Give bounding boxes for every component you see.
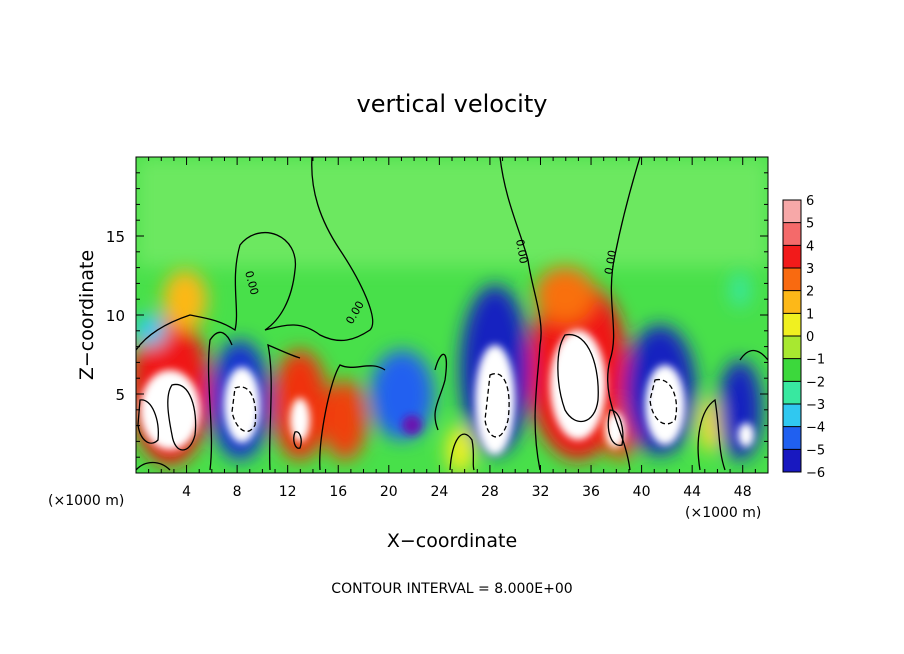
core-positive [290,398,310,442]
y-tick-label: 5 [115,386,125,404]
x-tick-label: 24 [430,484,448,500]
colorbar-label: −1 [806,353,825,368]
y-tick-label: 15 [106,228,125,246]
contour-label: 0.00 [242,269,261,296]
colorbar-label: 3 [806,262,814,277]
zero-contour [207,331,233,471]
x-tick-label: 32 [532,484,550,500]
zero-contour [607,157,641,471]
colorbar-swatch [783,404,801,428]
colorbar-swatch [783,245,801,269]
zero-contour [136,461,171,471]
colorbar-swatch [783,426,801,450]
zero-contour [267,343,301,471]
colorbar-swatch [783,336,801,360]
x-axis: 4 8 12 16 20 24 28 32 36 40 44 48 [148,157,756,500]
colorbar: 6 5 4 3 2 1 0 −1 −2 −3 −4 −5 −6 [782,194,825,481]
core-negative [224,367,260,443]
zero-contour [319,364,386,471]
downdraft-cell [370,350,434,440]
colorbar-label: 2 [806,285,814,300]
x-tick-label: 8 [233,484,242,500]
x-tick-label: 40 [633,484,651,500]
zero-contour [697,398,726,471]
plot-area: 0.00 0.00 0.00 0.00 [136,157,768,473]
updraft-cell [446,425,474,473]
x-tick-label: 36 [582,484,600,500]
zero-contour [434,353,447,431]
chart-title: vertical velocity [357,90,548,118]
downdraft-cell [136,314,166,346]
colorbar-label: 0 [806,330,814,345]
negative-contour [484,373,510,438]
x-tick-label: 28 [481,484,499,500]
colorbar-label: −6 [806,466,825,481]
downdraft-cell [718,360,762,460]
updraft-cell [323,380,367,460]
zero-contour [739,349,768,361]
core-negative [402,415,422,435]
colorbar-swatch [783,358,801,382]
negative-contour [231,386,257,432]
colorbar-label: −5 [806,443,825,458]
colorbar-label: −2 [806,375,825,390]
y-axis-title: Z−coordinate [76,250,98,380]
core-positive [550,330,606,440]
x-tick-label: 44 [683,484,701,500]
colorbar-swatch [783,268,801,292]
zero-contour [499,157,542,471]
contour-label: 0.00 [513,238,530,264]
x-tick-label: 12 [279,484,297,500]
negative-contour [649,379,678,425]
colorbar-swatch [783,449,801,473]
x-axis-title: X−coordinate [387,530,517,552]
updraft-cell [535,267,595,323]
upper-field [136,157,768,267]
colorbar-swatch [783,222,801,246]
positive-contour [167,383,197,451]
x-tick-label: 20 [380,484,398,500]
contour-lines [136,157,768,471]
y-axis: 5 10 15 [106,172,768,458]
x-tick-label: 16 [329,484,347,500]
core-negative [645,365,685,445]
x-unit-left: (×1000 m) [48,493,124,509]
colorbar-swatch [783,313,801,337]
x-tick-label: 48 [734,484,752,500]
contour-label: 0.00 [602,249,619,275]
zero-contour [136,157,374,351]
colorbar-label: 5 [806,217,814,232]
core-positive [140,370,200,450]
contour-interval-note: CONTOUR INTERVAL = 8.000E+00 [331,581,572,597]
colorbar-swatch [783,290,801,314]
positive-contour [293,431,302,449]
positive-contour [607,409,624,446]
updraft-cell [163,270,207,330]
positive-contour [557,334,599,423]
core-negative [475,345,515,455]
colorbar-swatch [783,200,801,224]
colorbar-label: −4 [806,421,825,436]
zero-contour [449,433,475,471]
colorbar-label: 1 [806,307,814,322]
colorbar-label: 4 [806,239,814,254]
downdraft-cell [730,272,750,308]
colorbar-label: −3 [806,398,825,413]
y-tick-label: 10 [106,307,125,325]
colorbar-swatch [783,381,801,405]
positive-contour [137,399,159,444]
colorbar-label: 6 [806,194,814,209]
x-tick-label: 4 [182,484,191,500]
core-negative [738,423,754,447]
x-unit-right: (×1000 m) [685,505,761,521]
